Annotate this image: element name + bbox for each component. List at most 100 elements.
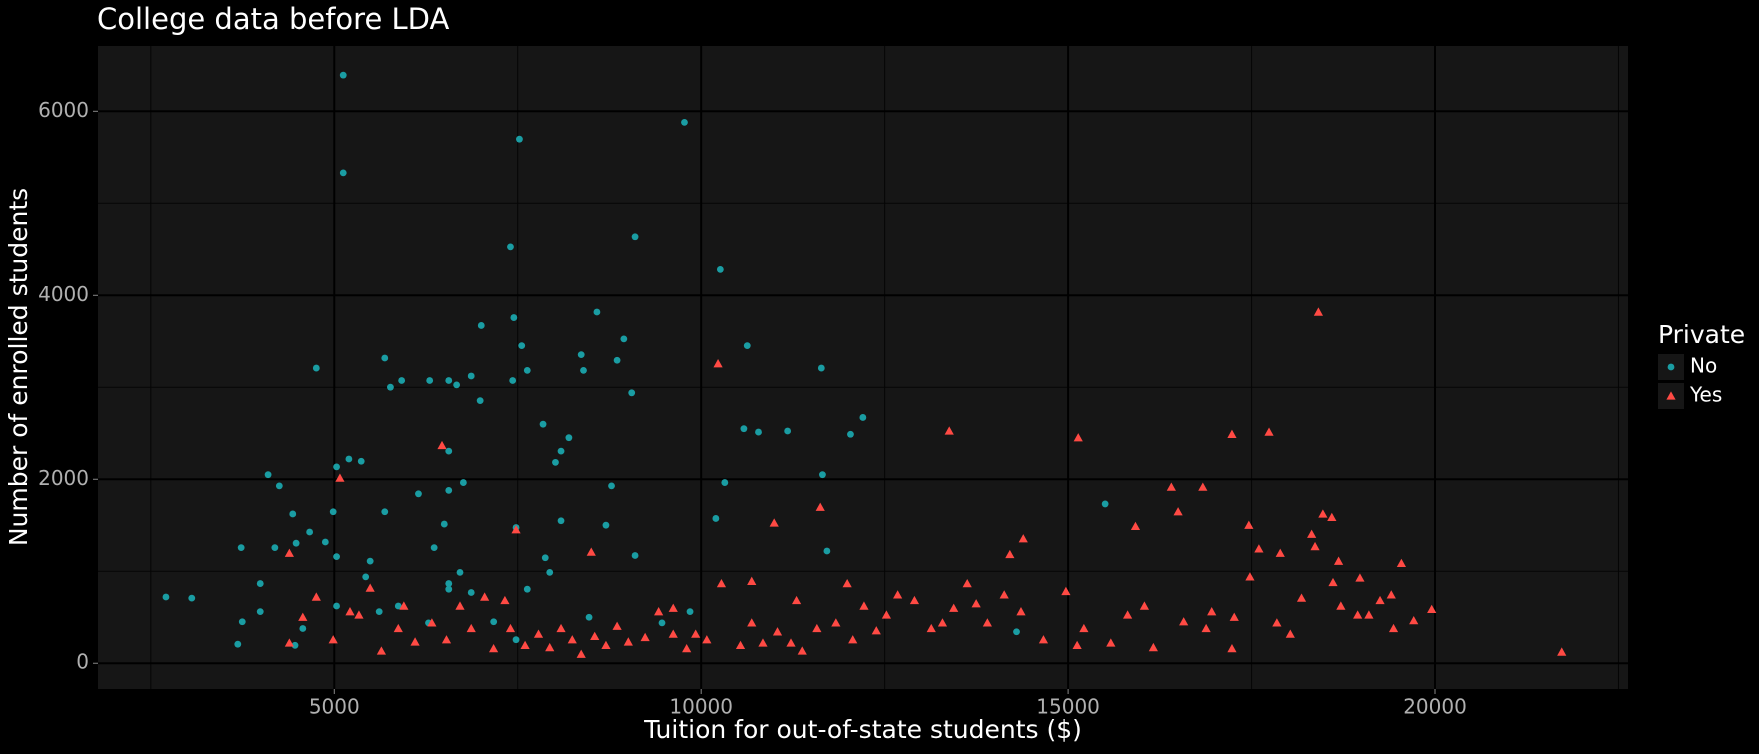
point — [755, 428, 762, 436]
point — [691, 629, 701, 638]
point — [467, 372, 475, 380]
point — [398, 377, 406, 384]
point — [365, 583, 375, 592]
point — [772, 627, 783, 636]
point — [848, 635, 858, 644]
point — [546, 568, 554, 576]
point — [743, 342, 751, 350]
point — [791, 595, 802, 605]
x-axis-label: Tuition for out-of-state students ($) — [643, 715, 1082, 744]
point — [909, 595, 920, 605]
point — [716, 578, 727, 588]
point — [747, 618, 757, 627]
y-tick-label: 2000 — [38, 466, 89, 490]
point — [786, 638, 796, 647]
point — [1130, 521, 1141, 531]
point — [533, 629, 544, 638]
point — [601, 640, 611, 649]
point — [354, 610, 364, 619]
point — [585, 613, 593, 621]
point — [735, 640, 746, 649]
point — [541, 554, 549, 562]
point — [681, 118, 688, 126]
point — [831, 618, 841, 627]
point — [477, 322, 485, 329]
point — [658, 619, 666, 627]
point — [1173, 507, 1183, 516]
point — [797, 646, 807, 655]
point — [393, 623, 403, 633]
point — [1427, 604, 1437, 614]
point — [476, 397, 484, 405]
point — [490, 618, 498, 626]
point — [539, 420, 547, 428]
point — [518, 342, 526, 350]
point — [590, 631, 600, 640]
point — [381, 508, 389, 516]
point — [631, 552, 639, 559]
point — [275, 482, 283, 490]
point — [815, 502, 825, 511]
point — [1166, 482, 1176, 491]
point — [1275, 548, 1285, 557]
point — [859, 601, 869, 610]
x-tick-label: 5000 — [309, 695, 360, 719]
point — [702, 635, 712, 644]
point — [552, 458, 559, 466]
point — [1079, 623, 1089, 633]
point — [1201, 623, 1211, 633]
point — [620, 335, 628, 343]
point — [1123, 610, 1133, 619]
point — [467, 589, 475, 596]
point — [819, 471, 826, 479]
point — [557, 447, 565, 455]
point — [817, 364, 825, 372]
point — [1375, 595, 1385, 605]
legend-title: Private — [1658, 320, 1745, 349]
point — [1148, 642, 1158, 652]
point — [686, 608, 694, 616]
point — [507, 243, 514, 251]
point — [654, 607, 664, 616]
point — [593, 308, 601, 316]
point — [1336, 601, 1346, 610]
point — [426, 377, 434, 384]
point — [1409, 615, 1419, 625]
point — [381, 354, 389, 362]
point — [237, 544, 245, 552]
point — [329, 508, 337, 516]
point — [1364, 610, 1374, 619]
point — [747, 576, 757, 585]
point — [321, 538, 329, 546]
point — [437, 440, 447, 450]
point — [1139, 601, 1150, 610]
point — [769, 518, 779, 527]
plot-panel — [98, 46, 1628, 689]
point — [328, 635, 338, 644]
point — [999, 590, 1009, 599]
point — [362, 573, 370, 581]
point — [512, 636, 520, 644]
point — [488, 644, 499, 653]
point — [1264, 427, 1274, 436]
point — [1388, 623, 1399, 633]
point — [926, 623, 936, 633]
point — [1013, 628, 1020, 636]
point — [949, 603, 959, 612]
point — [1285, 629, 1295, 638]
legend-label: No — [1690, 354, 1717, 378]
point — [962, 578, 972, 588]
point — [1557, 647, 1567, 656]
point — [511, 525, 521, 534]
point — [982, 618, 992, 627]
point — [602, 521, 610, 529]
point — [712, 515, 720, 522]
point — [427, 618, 437, 627]
point — [842, 578, 852, 588]
point — [188, 594, 196, 602]
point — [1272, 618, 1282, 627]
legend-symbol — [1666, 391, 1676, 400]
legend-label: Yes — [1689, 383, 1722, 407]
point — [640, 632, 650, 642]
